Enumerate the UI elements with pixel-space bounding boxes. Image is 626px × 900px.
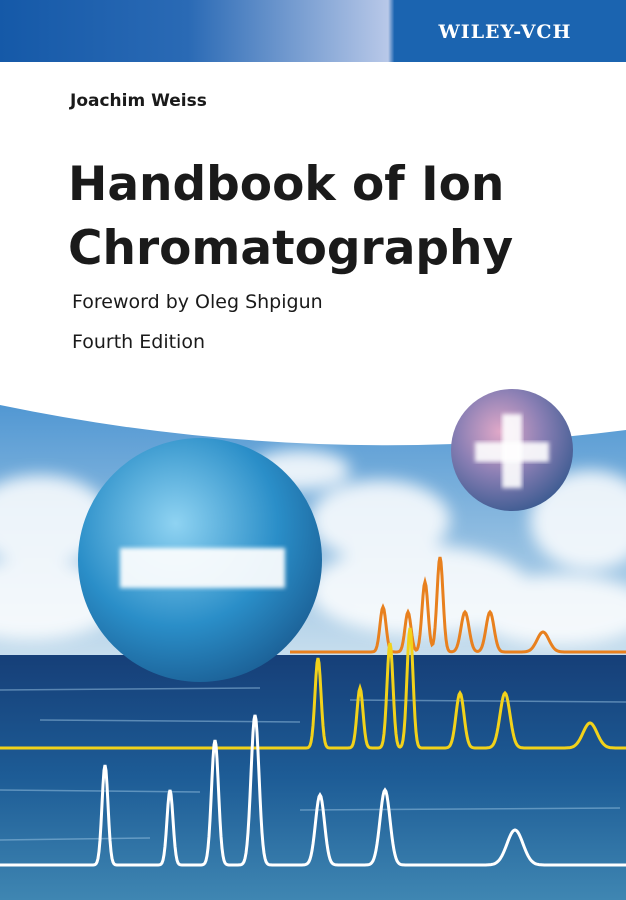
trace: [290, 556, 626, 654]
top-bar: [0, 0, 626, 62]
plus-ion: [451, 389, 573, 511]
clouds: [0, 450, 626, 645]
title-line: Handbook of Ion: [68, 157, 504, 212]
minus-ion: [78, 438, 322, 682]
trace: [0, 714, 626, 867]
cover-image: [0, 389, 626, 900]
chromatograms: [0, 556, 626, 867]
author: Joachim Weiss: [69, 91, 207, 111]
trace: [0, 627, 626, 750]
edition: Fourth Edition: [72, 331, 205, 353]
publisher: WILEY-VCH: [437, 21, 571, 43]
minus-sign: [120, 548, 285, 588]
title-line: Chromatography: [68, 221, 513, 276]
plus-sign: [502, 414, 522, 488]
foreword: Foreword by Oleg Shpigun: [72, 291, 323, 313]
waves: [0, 687, 626, 841]
